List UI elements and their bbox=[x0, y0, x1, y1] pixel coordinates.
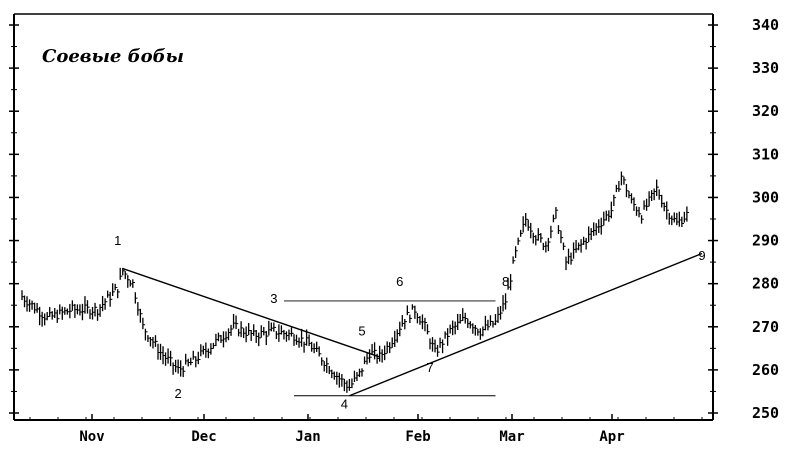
x-tick-label: Apr bbox=[599, 429, 624, 445]
x-tick-label: Nov bbox=[79, 429, 104, 445]
annotation-1: 1 bbox=[114, 233, 121, 248]
annotation-7: 7 bbox=[426, 360, 433, 375]
trendlines bbox=[122, 252, 703, 397]
annotation-2: 2 bbox=[175, 386, 182, 401]
chart-frame bbox=[13, 13, 714, 421]
y-tick-label: 340 bbox=[752, 16, 779, 34]
x-axis-labels: Nov Dec Jan Feb Mar Apr bbox=[29, 414, 703, 445]
annotation-5: 5 bbox=[358, 323, 365, 338]
y-tick-label: 280 bbox=[752, 275, 779, 293]
annotation-9: 9 bbox=[698, 248, 705, 263]
trendline-downtrend bbox=[122, 267, 380, 358]
annotation-3: 3 bbox=[270, 291, 277, 306]
x-tick-label: Mar bbox=[499, 429, 524, 445]
x-tick-label: Feb bbox=[405, 429, 430, 445]
y-tick-label: 300 bbox=[752, 188, 779, 206]
price-bars bbox=[21, 171, 690, 393]
y-tick-label: 250 bbox=[752, 404, 779, 422]
y-tick-label: 270 bbox=[752, 318, 779, 336]
x-tick-label: Dec bbox=[191, 429, 216, 445]
annotation-4: 4 bbox=[341, 397, 348, 412]
y-tick-label: 290 bbox=[752, 232, 779, 250]
y-tick-label: 260 bbox=[752, 361, 779, 379]
y-tick-label: 330 bbox=[752, 59, 779, 77]
y-axis-labels: 340 330 320 310 300 290 280 270 260 250 bbox=[9, 16, 779, 422]
y-tick-label: 320 bbox=[752, 102, 779, 120]
annotation-labels: 1 2 3 4 5 6 7 8 9 bbox=[114, 233, 706, 412]
annotation-8: 8 bbox=[502, 274, 509, 289]
y-tick-label: 310 bbox=[752, 145, 779, 163]
x-tick-label: Jan bbox=[295, 429, 320, 445]
chart-title: Соевые бобы bbox=[42, 46, 184, 67]
annotation-6: 6 bbox=[396, 274, 403, 289]
trendline-uptrend bbox=[349, 252, 703, 397]
